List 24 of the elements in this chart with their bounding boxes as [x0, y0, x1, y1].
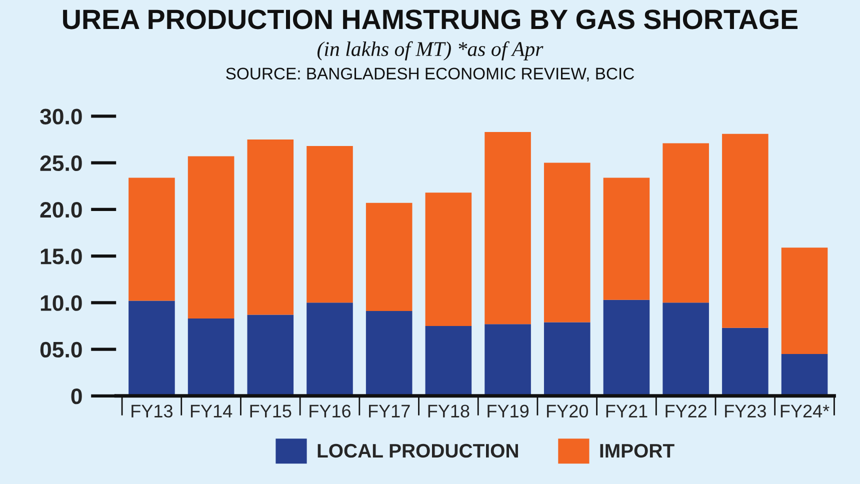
- x-tick-label: FY24*: [780, 404, 830, 418]
- x-tick-label: FY18: [428, 404, 470, 418]
- y-tick-label: 25.0: [40, 155, 82, 172]
- y-tick-label: 05.0: [40, 342, 82, 358]
- x-tick-label: FY19: [488, 404, 529, 418]
- y-tick-label: 20.0: [40, 202, 82, 218]
- x-tick-label: FY20: [547, 404, 588, 418]
- x-tick-label: FY15: [250, 404, 292, 418]
- y-tick-label: 0: [71, 388, 82, 404]
- x-tick-label: FY17: [369, 404, 410, 418]
- x-tick-label: FY21: [606, 404, 648, 418]
- x-tick-label: FY13: [132, 404, 172, 418]
- y-tick-label: 15.0: [40, 248, 82, 264]
- chart-subtitle: (in lakhs of MT) *as of Apr: [317, 41, 544, 60]
- chart-title: UREA PRODUCTION HAMSTRUNG BY GAS SHORTAGE: [63, 10, 798, 30]
- source-note: SOURCE: BANGLADESH ECONOMIC REVIEW, BCIC: [226, 68, 634, 82]
- y-tick-label: 30.0: [40, 108, 82, 124]
- x-tick-label: FY23: [725, 404, 766, 418]
- legend-label: LOCAL PRODUCTION: [318, 444, 518, 458]
- x-tick-label: FY16: [310, 404, 351, 418]
- x-tick-label: FY14: [190, 404, 232, 418]
- legend-label: IMPORT: [600, 444, 674, 458]
- y-tick-label: 10.0: [40, 295, 82, 311]
- x-tick-label: FY22: [666, 404, 707, 418]
